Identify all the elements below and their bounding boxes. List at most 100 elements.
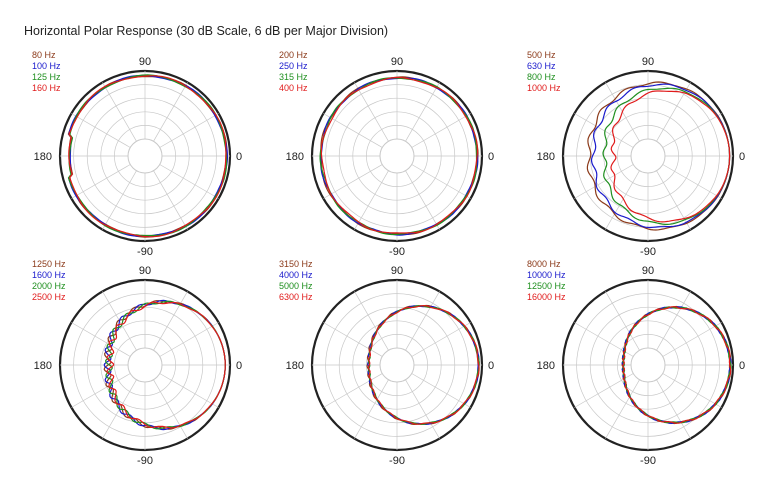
legend-entry: 200 Hz — [279, 50, 308, 60]
legend-entry: 160 Hz — [32, 83, 61, 93]
series-curve-4000-hz — [367, 305, 480, 426]
legend-entry: 630 Hz — [527, 61, 556, 71]
legend-entry: 2000 Hz — [32, 281, 66, 291]
angle-label-left: 180 — [286, 360, 304, 372]
polar-grid-spoke — [102, 170, 137, 230]
angle-label-right: 0 — [739, 360, 745, 372]
polar-grid-spoke — [159, 322, 219, 357]
legend-entry: 125 Hz — [32, 72, 61, 82]
polar-grid-ring — [630, 347, 666, 383]
angle-label-right: 0 — [739, 151, 745, 163]
polar-grid-spoke — [574, 113, 634, 148]
polar-grid-spoke — [71, 164, 131, 199]
polar-grid-ring — [379, 138, 415, 174]
polar-grid-spoke — [71, 322, 131, 357]
angle-label-left: 180 — [537, 360, 555, 372]
legend-entry: 80 Hz — [32, 50, 56, 60]
legend-entry: 5000 Hz — [279, 281, 313, 291]
polar-grid-spoke — [605, 170, 640, 230]
polar-grid-spoke — [662, 373, 722, 408]
polar-grid-spoke — [405, 82, 440, 142]
legend-entry: 3150 Hz — [279, 259, 313, 269]
polar-grid-spoke — [605, 379, 640, 439]
legend-entry: 6300 Hz — [279, 292, 313, 302]
series-curve-1000-hz — [610, 90, 731, 223]
polar-grid-spoke — [159, 373, 219, 408]
legend-entry: 12500 Hz — [527, 281, 566, 291]
series-curve-630-hz — [590, 83, 731, 229]
polar-grid-spoke — [153, 82, 188, 142]
angle-label-right: 0 — [236, 360, 242, 372]
page-title: Horizontal Polar Response (30 dB Scale, … — [24, 24, 389, 38]
polar-grid-spoke — [405, 379, 440, 439]
polar-grid-spoke — [662, 322, 722, 357]
series-curve-160-hz — [68, 75, 227, 238]
legend-entry: 10000 Hz — [527, 270, 566, 280]
legend-entry: 250 Hz — [279, 61, 308, 71]
polar-grid-spoke — [656, 291, 691, 351]
polar-grid-spoke — [354, 82, 389, 142]
polar-grid-ring — [379, 347, 415, 383]
angle-label-left: 180 — [286, 151, 304, 163]
angle-label-bottom: -90 — [640, 455, 656, 467]
angle-label-top: 90 — [139, 265, 151, 277]
series-curve-6300-hz — [367, 304, 480, 425]
legend-entry: 1250 Hz — [32, 259, 66, 269]
legend-entry: 1600 Hz — [32, 270, 66, 280]
polar-grid-spoke — [354, 291, 389, 351]
polar-grid-spoke — [411, 373, 471, 408]
polar-grid-spoke — [159, 164, 219, 199]
angle-label-top: 90 — [391, 265, 403, 277]
series-curve-315-hz — [319, 77, 478, 236]
legend-entry: 315 Hz — [279, 72, 308, 82]
polar-grid-spoke — [656, 379, 691, 439]
legend-entry: 400 Hz — [279, 83, 308, 93]
legend-entry: 800 Hz — [527, 72, 556, 82]
polar-grid-spoke — [662, 164, 722, 199]
angle-label-bottom: -90 — [389, 455, 405, 467]
polar-grid-spoke — [159, 113, 219, 148]
angle-label-right: 0 — [488, 151, 494, 163]
legend-entry: 2500 Hz — [32, 292, 66, 302]
polar-grid-spoke — [411, 164, 471, 199]
angle-label-top: 90 — [642, 265, 654, 277]
polar-grid-spoke — [411, 322, 471, 357]
polar-grid-ring — [630, 138, 666, 174]
polar-grid-spoke — [102, 82, 137, 142]
legend-entry: 1000 Hz — [527, 83, 561, 93]
polar-grid-spoke — [354, 379, 389, 439]
angle-label-top: 90 — [391, 56, 403, 68]
polar-grid-spoke — [153, 291, 188, 351]
polar-grid-spoke — [323, 113, 383, 148]
polar-grid-spoke — [153, 170, 188, 230]
angle-label-left: 180 — [34, 151, 52, 163]
polar-grid-spoke — [405, 291, 440, 351]
series-curve-500-hz — [586, 81, 731, 231]
polar-grid-spoke — [323, 164, 383, 199]
polar-grid-spoke — [662, 113, 722, 148]
series-curve-800-hz — [602, 87, 731, 225]
polar-grid-ring — [127, 347, 163, 383]
polar-grid-spoke — [411, 113, 471, 148]
angle-label-right: 0 — [236, 151, 242, 163]
polar-grid-ring — [127, 138, 163, 174]
angle-label-bottom: -90 — [137, 455, 153, 467]
angle-label-right: 0 — [488, 360, 494, 372]
legend-entry: 16000 Hz — [527, 292, 566, 302]
polar-grid-spoke — [71, 373, 131, 408]
angle-label-bottom: -90 — [389, 246, 405, 258]
series-curve-16000-hz — [622, 306, 732, 424]
legend-entry: 500 Hz — [527, 50, 556, 60]
series-curve-2000-hz — [104, 300, 226, 430]
angle-label-left: 180 — [537, 151, 555, 163]
series-curve-400-hz — [320, 76, 479, 234]
polar-grid-spoke — [354, 170, 389, 230]
angle-label-top: 90 — [642, 56, 654, 68]
